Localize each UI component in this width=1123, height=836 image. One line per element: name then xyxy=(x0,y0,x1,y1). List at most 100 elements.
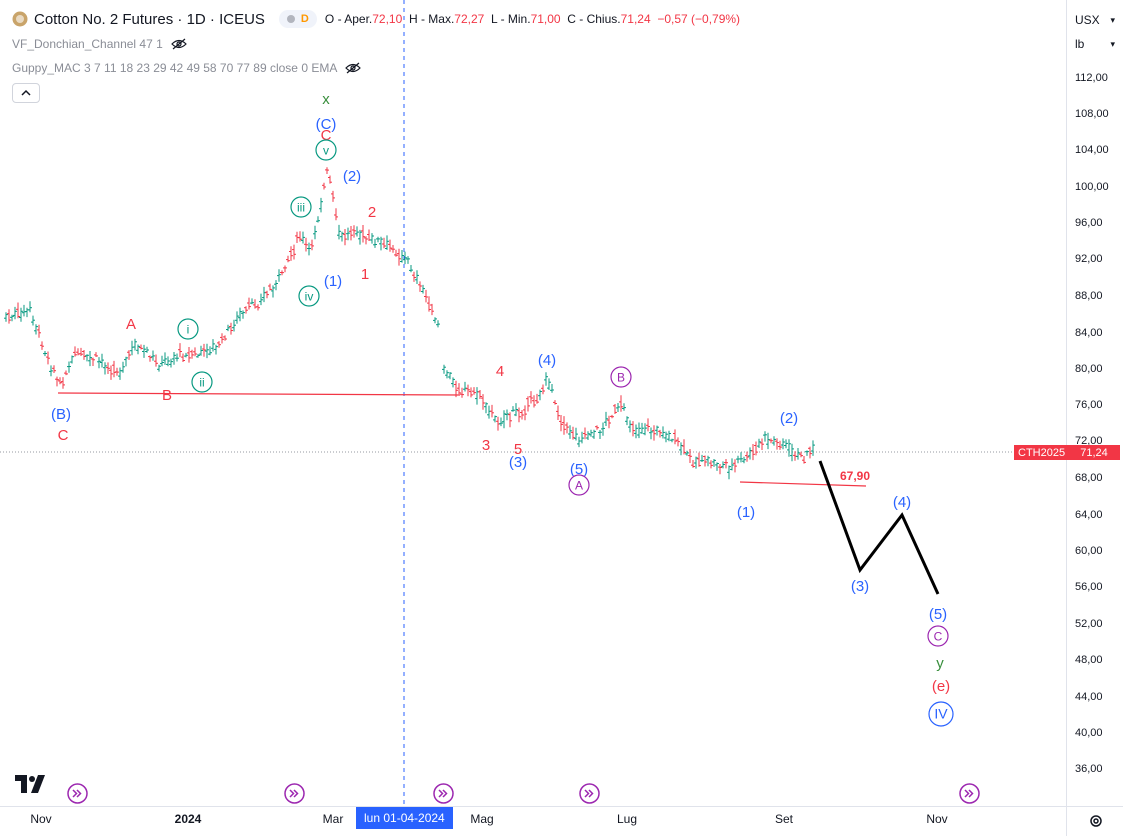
wave-label[interactable]: A xyxy=(575,479,583,493)
wave-label[interactable]: (1) xyxy=(737,504,755,521)
low-value: 71,00 xyxy=(530,12,561,26)
wave-label-circle xyxy=(177,318,199,340)
price-scale[interactable] xyxy=(1066,0,1123,806)
tradingview-logo-icon[interactable] xyxy=(15,775,47,793)
wave-label[interactable]: 2 xyxy=(368,204,376,221)
price-tick: 96,00 xyxy=(1075,217,1103,229)
price-tick: 68,00 xyxy=(1075,472,1103,484)
level-label-6790: 67,90 xyxy=(840,469,870,483)
price-tick: 92,00 xyxy=(1075,253,1103,265)
wave-label[interactable]: i xyxy=(187,323,190,337)
unit-label: lb xyxy=(1075,37,1085,51)
wave-label[interactable]: C xyxy=(934,630,943,644)
projection-path[interactable] xyxy=(818,460,940,595)
indicator-donchian[interactable]: VF_Donchian_Channel 47 1 xyxy=(12,37,187,51)
last-price-badge: 71,24 xyxy=(1068,445,1120,460)
symbol-title[interactable]: Cotton No. 2 Futures · 1D · ICEUS xyxy=(34,10,265,28)
event-marker-icon[interactable] xyxy=(433,783,454,804)
wave-label[interactable]: 4 xyxy=(496,363,504,380)
support-line-6790[interactable] xyxy=(739,481,867,487)
support-line-b[interactable] xyxy=(57,392,461,396)
indicator-label: Guppy_MAC 3 7 11 18 23 29 42 49 58 70 77… xyxy=(12,61,338,75)
legend-header: Cotton No. 2 Futures · 1D · ICEUS D O - … xyxy=(12,10,740,28)
wave-label[interactable]: v xyxy=(323,144,329,158)
wave-label[interactable]: B xyxy=(617,371,625,385)
price-tick: 112,00 xyxy=(1075,72,1108,84)
low-label: L - Min. xyxy=(491,12,531,26)
crosshair-date-label: lun 01-04-2024 xyxy=(356,807,453,829)
time-tick: Mag xyxy=(470,812,494,826)
wave-label[interactable]: 5 xyxy=(514,441,522,458)
wave-label[interactable]: (2) xyxy=(780,410,798,427)
wave-label[interactable]: (B) xyxy=(51,406,71,423)
price-tick: 36,00 xyxy=(1075,763,1103,775)
time-tick: Nov xyxy=(926,812,948,826)
wave-label[interactable]: (4) xyxy=(893,494,911,511)
wave-label[interactable]: (4) xyxy=(538,352,556,369)
wave-label[interactable]: (C) xyxy=(316,116,337,133)
wave-label[interactable]: (3) xyxy=(509,454,527,471)
hidden-eye-icon[interactable] xyxy=(345,62,362,74)
open-label: O xyxy=(324,12,335,26)
price-tick: 56,00 xyxy=(1075,581,1103,593)
candlestick-series xyxy=(4,167,815,480)
wave-label-circle xyxy=(568,474,590,496)
wave-label-circle xyxy=(927,625,949,647)
hidden-eye-icon[interactable] xyxy=(170,38,187,50)
price-tick: 84,00 xyxy=(1075,327,1103,339)
close-value: 71,24 xyxy=(620,12,651,26)
time-tick: Nov xyxy=(30,812,52,826)
price-tick: 76,00 xyxy=(1075,399,1103,411)
indicator-guppy[interactable]: Guppy_MAC 3 7 11 18 23 29 42 49 58 70 77… xyxy=(12,61,362,75)
time-tick: Mar xyxy=(322,812,344,826)
price-tick: 100,00 xyxy=(1075,181,1109,193)
wave-label[interactable]: 3 xyxy=(482,437,490,454)
event-marker-icon[interactable] xyxy=(959,783,980,804)
collapse-legend-button[interactable] xyxy=(12,83,40,103)
event-marker-icon[interactable] xyxy=(579,783,600,804)
wave-label[interactable]: (5) xyxy=(570,461,588,478)
delayed-badge: D xyxy=(300,13,309,25)
unit-select[interactable]: lb ▾ xyxy=(1070,33,1120,55)
chevron-down-icon: ▾ xyxy=(1110,14,1115,25)
wave-label[interactable]: C xyxy=(321,127,332,144)
indicator-label: VF_Donchian_Channel 47 1 xyxy=(12,37,163,51)
price-tick: 44,00 xyxy=(1075,691,1103,703)
price-tick: 60,00 xyxy=(1075,545,1103,557)
wave-label[interactable]: (2) xyxy=(343,168,361,185)
wave-label-circle xyxy=(298,285,320,307)
wave-label[interactable]: (1) xyxy=(324,273,342,290)
wave-label[interactable]: 1 xyxy=(361,266,369,283)
currency-select[interactable]: USX ▾ xyxy=(1070,9,1120,31)
wave-label[interactable]: A xyxy=(126,316,136,333)
wave-label[interactable]: x xyxy=(322,91,330,108)
symbol-price-badge: CTH2025 xyxy=(1014,445,1070,460)
price-tick: 40,00 xyxy=(1075,727,1103,739)
time-tick: 2024 xyxy=(174,812,202,826)
time-scale[interactable] xyxy=(0,806,1066,836)
gear-icon[interactable] xyxy=(1088,813,1104,829)
wave-label[interactable]: B xyxy=(162,387,172,404)
currency-label: USX xyxy=(1075,13,1100,27)
wave-label[interactable]: (3) xyxy=(851,578,869,595)
wave-label[interactable]: ii xyxy=(199,376,204,390)
event-marker-icon[interactable] xyxy=(67,783,88,804)
wave-label[interactable]: C xyxy=(58,427,69,444)
wave-label-circle xyxy=(290,196,312,218)
market-status-badge[interactable]: D xyxy=(278,10,317,28)
price-tick: 52,00 xyxy=(1075,618,1103,630)
price-tick: 104,00 xyxy=(1075,144,1109,156)
event-marker-icon[interactable] xyxy=(284,783,305,804)
wave-label[interactable]: (5) xyxy=(929,606,947,623)
wave-label[interactable]: (e) xyxy=(932,678,950,695)
wave-label[interactable]: y xyxy=(936,655,944,672)
time-tick: Set xyxy=(774,812,794,826)
wave-label[interactable]: iii xyxy=(297,201,305,215)
symbol-logo-icon xyxy=(12,11,28,27)
wave-label[interactable]: iv xyxy=(305,290,314,304)
high-value: 72,27 xyxy=(454,12,485,26)
wave-label[interactable]: IV xyxy=(934,706,948,722)
